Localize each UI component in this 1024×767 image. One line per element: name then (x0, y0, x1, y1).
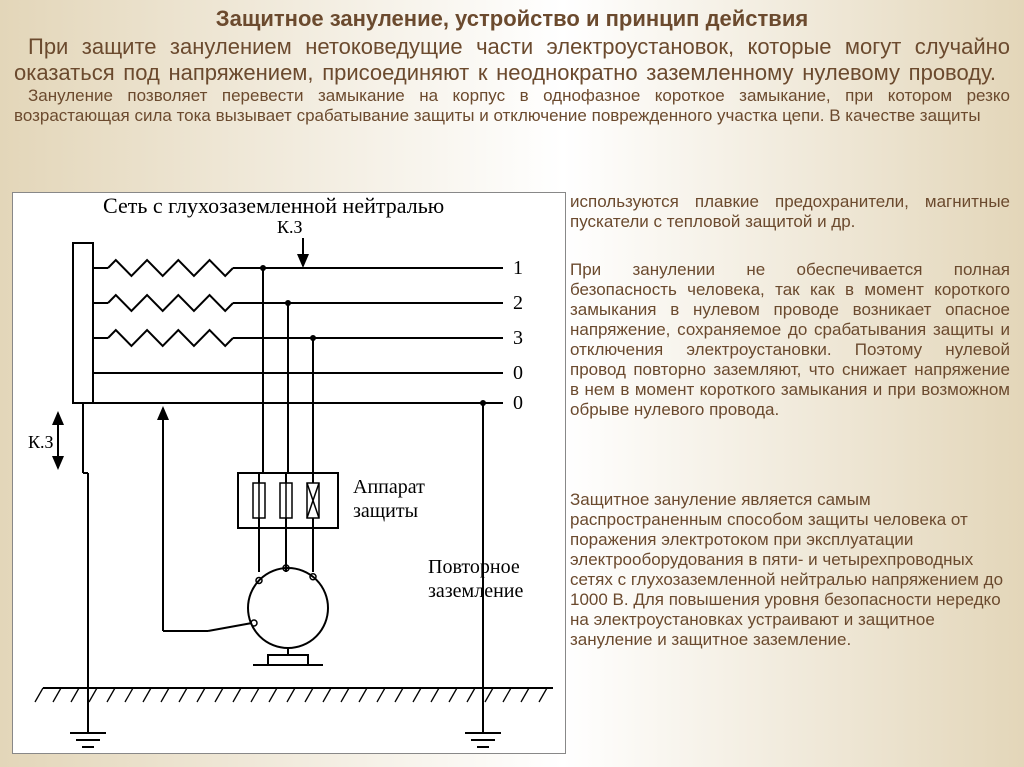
svg-text:К.З: К.З (28, 432, 54, 452)
circuit-svg: Сеть с глухозаземленной нейтралью 1 2 3 0 0 К.… (13, 193, 567, 755)
svg-text:защиты: защиты (353, 500, 418, 522)
page-title: Защитное зануление, устройство и принцип… (0, 0, 1024, 34)
svg-text:1: 1 (513, 257, 523, 279)
svg-text:Сеть с глухозаземленной нейтра: Сеть с глухозаземленной нейтралью (103, 193, 444, 218)
para-right-2: При занулении не обеспечивается полная б… (570, 260, 1010, 420)
svg-text:заземление: заземление (428, 580, 523, 602)
para-continuation: Зануление позволяет перевести замыкание … (14, 86, 1010, 125)
para-right-3: Защитное зануление является самым распро… (570, 490, 1010, 650)
svg-text:К.З: К.З (277, 217, 303, 237)
svg-text:3: 3 (513, 327, 523, 349)
para-right-1: используются плавкие предохранители, маг… (570, 192, 1010, 232)
svg-text:0: 0 (513, 392, 523, 414)
svg-text:0: 0 (513, 362, 523, 384)
intro-sentence: При защите занулением нетоковедущие част… (14, 34, 1010, 85)
svg-text:Аппарат: Аппарат (353, 476, 425, 498)
circuit-diagram: Сеть с глухозаземленной нейтралью 1 2 3 0 0 К.… (12, 192, 566, 754)
svg-text:2: 2 (513, 292, 523, 314)
svg-text:Повторное: Повторное (428, 556, 520, 578)
